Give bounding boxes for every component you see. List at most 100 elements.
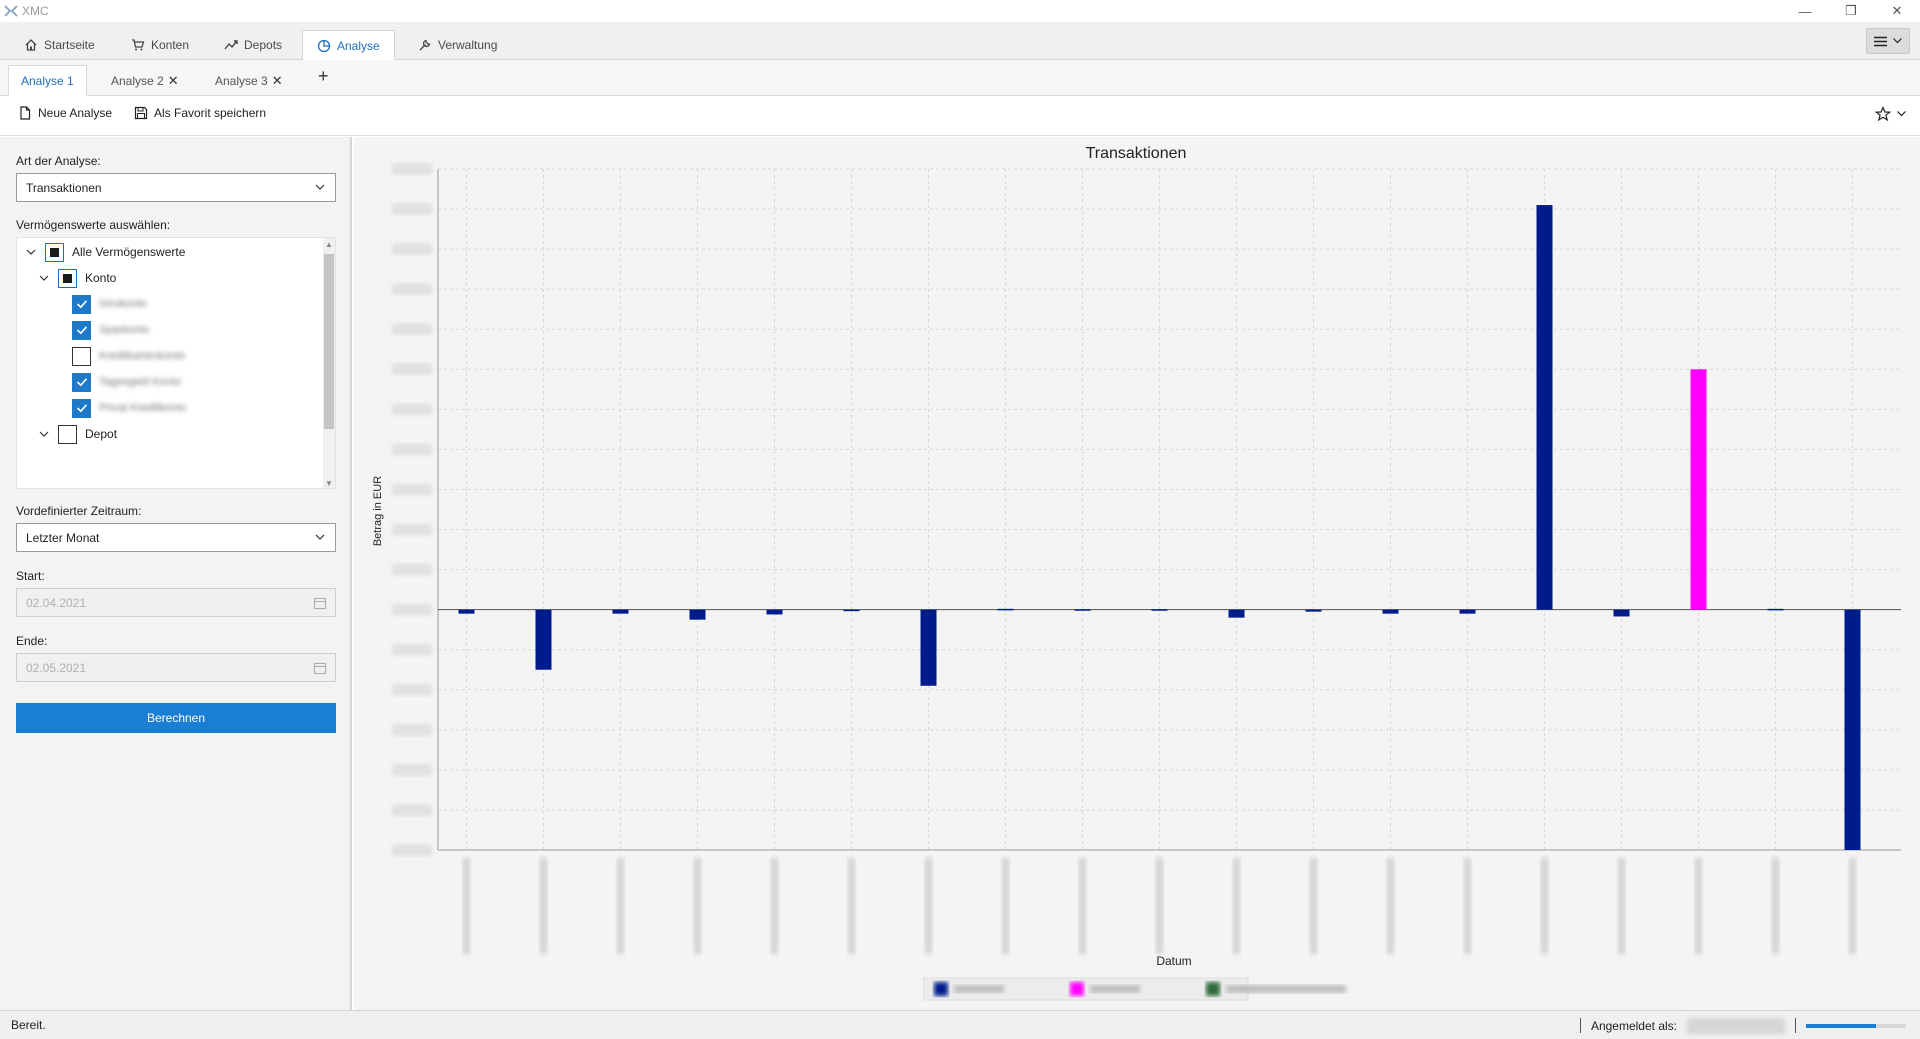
tab-analyse-2[interactable]: Analyse 2 ✕ (111, 72, 179, 88)
chart-title: Transaktionen (1086, 145, 1187, 162)
checkbox-konto-item[interactable] (72, 294, 91, 314)
tab-verwaltung[interactable]: Verwaltung (404, 30, 511, 60)
redacted-y-tick-label (392, 723, 432, 736)
redacted-y-tick-label (392, 803, 432, 816)
transactions-chart: Transaktionen Betrag in EUR Datum (372, 145, 1901, 1001)
assets-label: Vermögenswerte auswählen: (16, 218, 171, 232)
chart-bar (843, 609, 860, 612)
tab-analyse[interactable]: Analyse (302, 30, 395, 61)
calendar-icon (314, 598, 326, 609)
checkbox-all-assets[interactable] (45, 242, 64, 262)
redacted-x-tick-label (1540, 858, 1549, 954)
tree-node-konto-item[interactable]: Sparkonto (72, 319, 149, 341)
calendar-icon (314, 663, 326, 674)
redacted-y-tick-label (392, 483, 432, 496)
start-label: Start: (16, 569, 45, 583)
tab-analyse-1[interactable]: Analyse 1 (8, 65, 87, 96)
redacted-x-tick-label (1463, 858, 1472, 954)
redacted-legend-label (1226, 985, 1346, 993)
restore-button[interactable]: ❐ (1845, 3, 1857, 18)
collapse-arrow-icon[interactable] (38, 272, 50, 284)
redacted-y-tick-label (392, 523, 432, 536)
tree-scrollbar[interactable]: ▲ ▼ (323, 238, 335, 488)
chart-bar (612, 609, 629, 614)
checkbox-konto-item[interactable] (72, 346, 91, 366)
logged-in-label: Angemeldet als: (1590, 1018, 1677, 1033)
checkmark-icon (76, 404, 87, 413)
close-tab-icon[interactable]: ✕ (271, 72, 283, 88)
save-favorite-button[interactable]: Als Favorit speichern (134, 106, 266, 120)
plot-area (438, 169, 1901, 850)
tab-startseite[interactable]: Startseite (10, 30, 109, 60)
scroll-down-icon[interactable]: ▼ (325, 479, 333, 488)
redacted-x-tick-label (847, 858, 856, 954)
chevron-down-icon (315, 184, 325, 190)
close-tab-icon[interactable]: ✕ (167, 72, 179, 88)
chart-panel: Transaktionen Betrag in EUR Datum (354, 137, 1920, 1010)
chart-bar (1074, 609, 1091, 611)
checkbox-konto-item[interactable] (72, 398, 91, 418)
redacted-x-tick-label (1848, 858, 1857, 954)
tree-node-konto-item[interactable]: Tagesgeld Konto (72, 371, 181, 393)
redacted-y-tick-label (392, 643, 432, 656)
tree-node-konto-item[interactable]: Girokonto (72, 293, 147, 315)
checkbox-konto-item[interactable] (72, 320, 91, 340)
checkmark-icon (76, 326, 87, 335)
redacted-x-tick-label (1078, 858, 1087, 954)
redacted-y-tick-label (392, 323, 432, 336)
chart-bar (1151, 609, 1168, 611)
status-bar: Bereit. Angemeldet als: (0, 1010, 1920, 1039)
chart-bar (1613, 609, 1630, 617)
add-tab-button[interactable]: + (318, 66, 329, 86)
wrench-icon (419, 39, 431, 51)
redacted-legend-label (1090, 985, 1140, 993)
tree-node-konto-item[interactable]: Kreditkartenkonto (72, 345, 185, 367)
app-logo-icon (4, 5, 18, 17)
close-button[interactable]: ✕ (1891, 3, 1903, 18)
chart-bar (1767, 608, 1784, 611)
pie-icon (317, 39, 331, 52)
chart-bar (997, 608, 1014, 611)
redacted-x-tick-label (1309, 858, 1318, 954)
save-icon (134, 106, 148, 120)
checkbox-konto-item[interactable] (72, 372, 91, 392)
tree-node-konto-item[interactable]: Privat Kreditkonto (72, 397, 186, 419)
status-text: Bereit. (11, 1018, 46, 1032)
period-label: Vordefinierter Zeitraum: (16, 504, 142, 518)
scrollbar-thumb[interactable] (324, 254, 334, 429)
analysis-type-select[interactable]: Transaktionen (16, 173, 336, 202)
star-icon (1875, 106, 1891, 122)
redacted-account-name: Girokonto (99, 298, 147, 310)
tab-konten[interactable]: Konten (117, 30, 203, 60)
redacted-x-tick-label (770, 858, 779, 954)
redacted-x-tick-label (1155, 858, 1164, 954)
chart-bar (1305, 609, 1322, 612)
minimize-button[interactable]: — (1798, 3, 1812, 19)
scroll-up-icon[interactable]: ▲ (325, 240, 333, 249)
new-analysis-button[interactable]: Neue Analyse (18, 106, 112, 120)
chart-y-ticks (392, 163, 432, 856)
main-navigation: Startseite Konten Depots Analyse Verwalt… (0, 22, 1920, 61)
redacted-y-tick-label (392, 163, 432, 175)
checkbox-konto[interactable] (58, 268, 77, 288)
favorites-menu-button[interactable] (1875, 106, 1906, 122)
tree-node-konto[interactable]: Konto (38, 267, 116, 289)
redacted-x-tick-label (1001, 858, 1010, 954)
collapse-arrow-icon[interactable] (25, 246, 37, 258)
tree-node-depot[interactable]: Depot (38, 423, 117, 445)
redacted-x-tick-label (1694, 858, 1703, 954)
tree-node-all-assets[interactable]: Alle Vermögenswerte (25, 241, 185, 263)
period-select[interactable]: Letzter Monat (16, 523, 336, 552)
collapse-arrow-icon[interactable] (38, 428, 50, 440)
checkbox-depot[interactable] (58, 424, 77, 444)
chart-bar (1228, 609, 1245, 618)
chevron-down-icon (315, 534, 325, 540)
title-bar: XMC — ❐ ✕ (0, 0, 1920, 22)
home-icon (25, 39, 37, 51)
hamburger-menu-button[interactable] (1866, 28, 1910, 54)
redacted-account-name: Privat Kreditkonto (99, 402, 186, 414)
tab-depots[interactable]: Depots (210, 30, 296, 60)
chart-bar (535, 609, 552, 670)
calculate-button[interactable]: Berechnen (16, 703, 336, 733)
tab-analyse-3[interactable]: Analyse 3 ✕ (215, 72, 283, 88)
